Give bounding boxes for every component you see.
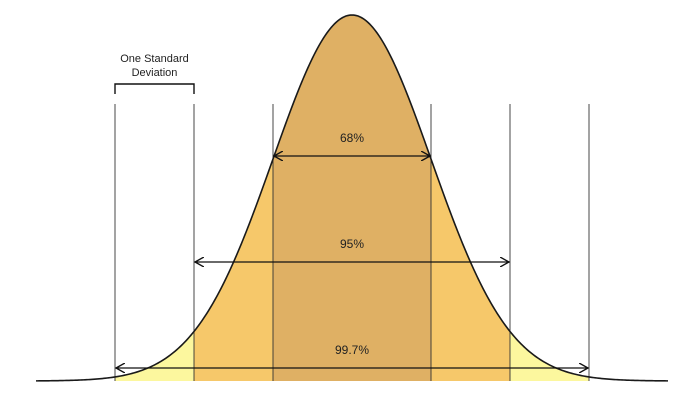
sd-guide-lines	[114, 104, 590, 381]
one-sd-bracket	[114, 83, 195, 94]
one-sd-label-line2: Deviation	[132, 67, 178, 79]
band-one-sd	[273, 15, 431, 381]
one-sd-label-line1: One Standard	[120, 53, 189, 65]
label-68: 68%	[340, 131, 364, 145]
label-997: 99.7%	[335, 343, 369, 357]
label-95: 95%	[340, 237, 364, 251]
